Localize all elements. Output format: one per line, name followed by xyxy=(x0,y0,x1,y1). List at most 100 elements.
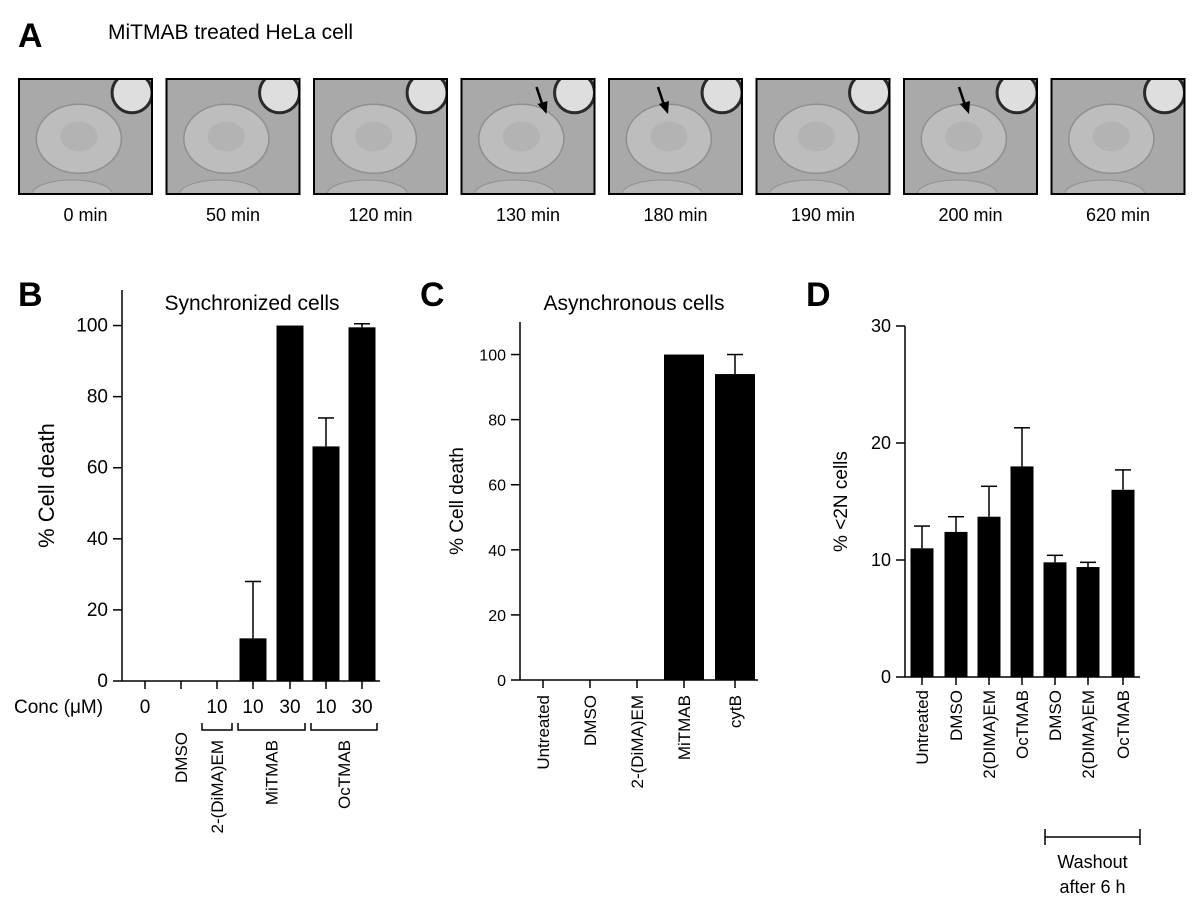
frame-time-label: 50 min xyxy=(206,205,260,225)
y-tick-label: 10 xyxy=(871,550,891,570)
y-tick-label: 40 xyxy=(87,529,108,550)
x-tick-label: 10 xyxy=(315,697,336,718)
panel-c-letter: C xyxy=(420,276,445,314)
frame-time-label: 200 min xyxy=(938,205,1002,225)
y-tick-label: 20 xyxy=(488,608,506,625)
x-tick-label: OcTMAB xyxy=(1114,690,1133,759)
conc-row-label: Conc (μM) xyxy=(14,697,103,718)
frame-time-label: 190 min xyxy=(791,205,855,225)
micrograph-frame-border xyxy=(165,78,301,195)
bar xyxy=(1076,567,1100,677)
y-tick-label: 40 xyxy=(488,543,506,560)
x-tick-label: 2(DIMA)EM xyxy=(980,690,999,779)
group-label: after 6 h xyxy=(1059,877,1125,897)
bar xyxy=(239,638,267,681)
bar xyxy=(276,325,304,681)
chart-c-title: Asynchronous cells xyxy=(544,292,725,315)
y-tick-label: 0 xyxy=(97,671,108,692)
bar xyxy=(664,354,704,680)
x-tick-label: DMSO xyxy=(581,695,600,746)
panel-b-letter: B xyxy=(18,276,43,314)
x-tick-label: 30 xyxy=(279,697,300,718)
y-tick-label: 60 xyxy=(87,458,108,479)
micrograph-frame-border xyxy=(903,78,1038,195)
y-tick-label: 80 xyxy=(87,387,108,408)
panel-a-title: MiTMAB treated HeLa cell xyxy=(108,21,353,44)
x-tick-label: cytB xyxy=(726,695,745,728)
chart-b: 0 20 40 60 80 100 % Cell death Conc (μM) 0 10 10 30… xyxy=(14,290,380,834)
panel-a-letter: A xyxy=(18,17,43,55)
y-tick-label: 30 xyxy=(871,316,891,336)
x-tick-label: MiTMAB xyxy=(262,740,281,805)
micrograph-frame-border xyxy=(460,78,596,195)
group-label: Washout xyxy=(1057,852,1127,872)
frame-time-label: 180 min xyxy=(643,205,707,225)
x-tick-label: 2-(DiMA)EM xyxy=(628,695,647,789)
bar xyxy=(977,516,1001,677)
micrograph-frame xyxy=(166,79,300,194)
x-tick-label: 2(DIMA)EM xyxy=(1079,690,1098,779)
arrow-icon xyxy=(960,101,970,114)
bar xyxy=(1111,489,1135,677)
y-axis-label: % <2N cells xyxy=(831,451,852,552)
micrograph-frame-border xyxy=(313,78,448,195)
bar xyxy=(1010,466,1034,677)
y-tick-label: 80 xyxy=(488,413,506,430)
x-tick-label: OcTMAB xyxy=(335,740,354,809)
arrow-icon xyxy=(656,86,666,106)
x-tick-label: OcTMAB xyxy=(1013,690,1032,759)
x-tick-label: Untreated xyxy=(913,690,932,765)
x-tick-label: 0 xyxy=(140,697,151,718)
x-tick-label: 10 xyxy=(242,697,263,718)
micrograph-frame xyxy=(1051,79,1185,194)
x-tick-label: 30 xyxy=(351,697,372,718)
group-bracket xyxy=(237,723,306,731)
micrograph-frame-border xyxy=(608,78,743,195)
group-bracket xyxy=(310,723,378,731)
y-tick-label: 20 xyxy=(871,433,891,453)
x-tick-label: MiTMAB xyxy=(675,695,694,760)
y-tick-label: 20 xyxy=(87,600,108,621)
y-tick-label: 0 xyxy=(497,673,506,690)
micrograph-frame xyxy=(461,79,595,194)
x-tick-label: DMSO xyxy=(1046,690,1065,741)
frame-time-label: 120 min xyxy=(348,205,412,225)
panel-d: D 0 10 20 30 % <2N cells Untreated DMSO 2(DIMA)… xyxy=(806,276,1141,897)
bar xyxy=(312,446,340,681)
x-tick-label: 2-(DiMA)EM xyxy=(208,740,227,834)
micrograph-strip: 0 min 50 min 120 min 130 min 180 min 190 min 2… xyxy=(18,78,1186,225)
panel-a: A MiTMAB treated HeLa cell 0 min 50 min 12… xyxy=(18,17,1186,225)
arrow-icon xyxy=(535,86,544,106)
bar xyxy=(944,531,968,677)
micrograph-frame-border xyxy=(755,78,891,195)
micrograph-frame xyxy=(609,79,742,194)
micrograph-frame xyxy=(756,79,890,194)
y-tick-label: 100 xyxy=(479,348,506,365)
arrow-icon xyxy=(957,86,967,106)
chart-d: 0 10 20 30 % <2N cells Untreated DMSO 2(DIMA)EM… xyxy=(831,316,1141,897)
arrow-icon xyxy=(659,101,669,114)
bar xyxy=(348,327,376,681)
x-tick-label: Untreated xyxy=(534,695,553,770)
micrograph-frame xyxy=(314,79,447,194)
y-axis-label: % Cell death xyxy=(34,423,59,548)
y-tick-label: 100 xyxy=(76,316,108,337)
micrograph-frame xyxy=(19,79,152,194)
micrograph-frame-border xyxy=(18,78,153,195)
frame-time-label: 130 min xyxy=(496,205,560,225)
chart-b-title: Synchronized cells xyxy=(164,292,339,315)
micrograph-frame-border xyxy=(1050,78,1186,195)
y-tick-label: 0 xyxy=(881,667,891,687)
chart-c: 0 20 40 60 80 100 % Cell death Untreated DMSO 2-(… xyxy=(447,322,758,789)
bar xyxy=(715,374,755,680)
frame-time-label: 0 min xyxy=(63,205,107,225)
x-tick-label: DMSO xyxy=(947,690,966,741)
x-tick-label: DMSO xyxy=(172,732,191,783)
x-tick-label: 10 xyxy=(206,697,227,718)
group-bracket xyxy=(201,723,233,731)
bar xyxy=(1043,562,1067,677)
micrograph-frame xyxy=(904,79,1037,194)
panel-c: C Asynchronous cells 0 20 40 60 80 100 % Cell … xyxy=(420,276,758,789)
